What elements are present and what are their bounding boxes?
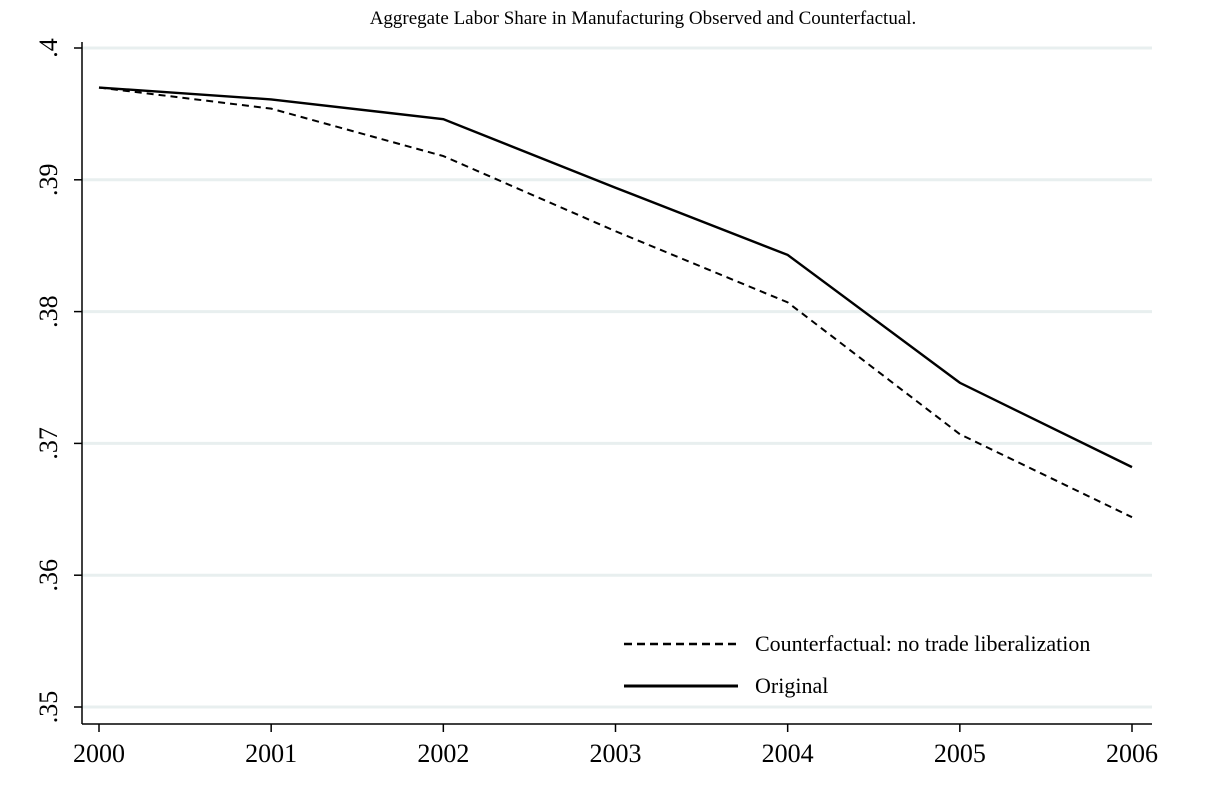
gridlines: [82, 46, 1152, 709]
legend-label-original: Original: [755, 673, 828, 698]
y-tick-label-2: .37: [34, 427, 63, 460]
x-tick-label-1: 2001: [245, 739, 297, 768]
axes: .35 .36 .37 .38 .39 .4 2000 2001 2002 2003 2004 200…: [34, 38, 1158, 768]
x-tick-label-3: 2003: [590, 739, 642, 768]
y-tick-label-5: .4: [34, 38, 63, 58]
x-tick-label-2: 2002: [417, 739, 469, 768]
x-tick-label-5: 2005: [934, 739, 986, 768]
chart-title: Aggregate Labor Share in Manufacturing O…: [370, 8, 917, 29]
series-line-counterfactual: [98, 86, 1133, 519]
x-tick-label-0: 2000: [73, 739, 125, 768]
plot-area: [98, 86, 1133, 519]
legend-label-counterfactual: Counterfactual: no trade liberalization: [755, 631, 1090, 656]
series-line-original: [98, 86, 1133, 469]
y-tick-label-1: .36: [34, 559, 63, 592]
legend: Counterfactual: no trade liberalization O…: [624, 631, 1090, 698]
x-tick-label-4: 2004: [762, 739, 814, 768]
y-tick-label-4: .39: [34, 164, 63, 197]
y-tick-label-3: .38: [34, 295, 63, 328]
x-tick-label-6: 2006: [1106, 739, 1158, 768]
y-tick-label-0: .35: [34, 691, 63, 724]
